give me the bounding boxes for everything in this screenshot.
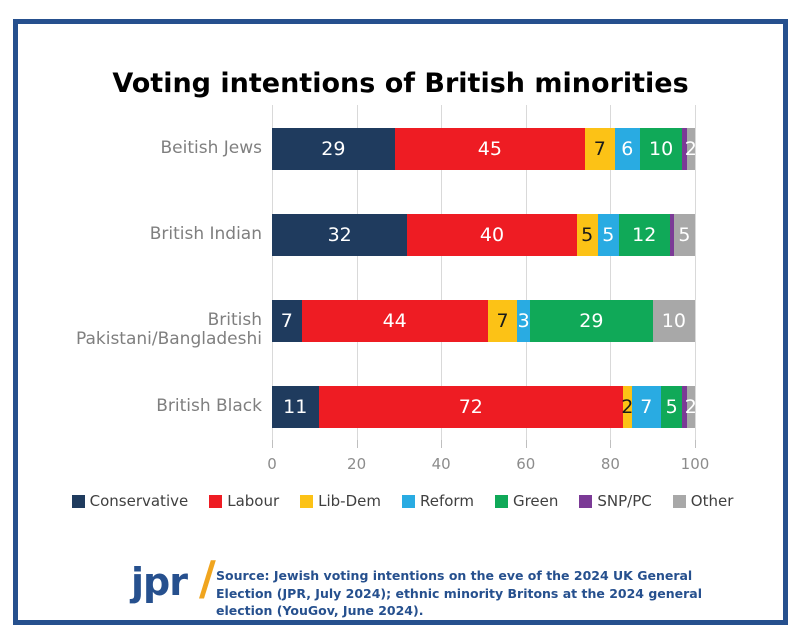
category-label: British Indian (149, 224, 262, 244)
legend-label: Reform (420, 492, 474, 510)
gridline (272, 105, 273, 448)
axis-tick (525, 440, 527, 448)
bar-value-label: 40 (479, 223, 505, 246)
x-axis-label: 80 (600, 455, 620, 473)
legend-swatch-icon (300, 494, 314, 508)
bar-segment: 7 (585, 128, 615, 170)
legend-item: Conservative (71, 492, 189, 510)
bar-value-label: 10 (661, 309, 686, 332)
legend-item: Other (672, 492, 734, 510)
bar-segment: 29 (272, 128, 395, 170)
bar-value-label: 11 (283, 395, 308, 418)
axis-tick (695, 440, 696, 448)
x-axis-label: 60 (516, 455, 536, 473)
bar-segment: 2 (684, 386, 697, 428)
gridline (441, 105, 443, 448)
bar-value-label: 5 (665, 395, 678, 418)
bar-segment: 5 (597, 214, 619, 256)
legend-item: Lib-Dem (300, 492, 381, 510)
bar-value-label: 3 (517, 309, 530, 332)
x-axis-label: 20 (347, 455, 367, 473)
x-axis-label: 100 (680, 455, 710, 473)
bar-value-label: 6 (621, 137, 634, 160)
bar-segment: 12 (618, 214, 670, 256)
bar-value-label: 5 (602, 223, 615, 246)
axis-tick (610, 440, 612, 448)
bar-segment (682, 386, 687, 428)
category-label: British Black (156, 396, 262, 416)
legend-swatch-icon (71, 494, 85, 508)
bar-value-label: 5 (581, 223, 594, 246)
bar-segment: 10 (652, 300, 695, 342)
x-axis-label: 40 (431, 455, 451, 473)
legend-label: SNP/PC (597, 492, 652, 510)
bar-segment: 45 (394, 128, 585, 170)
bar-value-label: 12 (632, 223, 657, 246)
legend-label: Green (512, 492, 559, 510)
bar-segment: 40 (407, 214, 577, 256)
legend-item: Labour (209, 492, 279, 510)
bar-segment: 5 (661, 386, 683, 428)
bar-segment (682, 128, 687, 170)
bar-segment: 7 (631, 386, 662, 428)
legend-swatch-icon (579, 494, 593, 508)
bar-segment: 7 (272, 300, 302, 342)
bar-value-label: 29 (579, 309, 604, 332)
axis-tick (441, 440, 443, 448)
category-label: British Pakistani/Bangladeshi (75, 310, 262, 349)
bar-segment: 5 (673, 214, 695, 256)
bar-segment: 29 (530, 300, 653, 342)
gridline (525, 105, 527, 448)
legend-item: Green (494, 492, 559, 510)
legend-item: SNP/PC (579, 492, 652, 510)
chart-title: Voting intentions of British minorities (112, 68, 689, 99)
source-note: Source: Jewish voting intentions on the … (216, 568, 703, 618)
bar-value-label: 72 (458, 395, 483, 418)
legend-swatch-icon (672, 494, 686, 508)
jpr-logo: jpr (131, 560, 188, 604)
bar-segment: 2 (621, 386, 634, 428)
legend-swatch-icon (209, 494, 223, 508)
bar-value-label: 29 (321, 137, 346, 160)
bar-segment: 2 (684, 128, 697, 170)
bar-segment: 10 (640, 128, 683, 170)
bar-value-label: 45 (477, 137, 502, 160)
bar-segment: 11 (272, 386, 319, 428)
bar-segment (669, 214, 674, 256)
gridline (610, 105, 612, 448)
bar-value-label: 10 (649, 137, 674, 160)
bar-value-label: 44 (382, 309, 407, 332)
bar-segment: 5 (576, 214, 598, 256)
bar-value-label: 7 (496, 309, 509, 332)
x-axis-label: 0 (267, 455, 277, 473)
bar-value-label: 7 (280, 309, 293, 332)
legend-label: Lib-Dem (318, 492, 381, 510)
legend-label: Labour (227, 492, 280, 510)
legend-swatch-icon (494, 494, 508, 508)
bar-value-label: 2 (684, 395, 697, 418)
bar-segment: 6 (614, 128, 640, 170)
gridline (695, 105, 696, 448)
bar-value-label: 2 (684, 137, 697, 160)
bar-segment: 32 (272, 214, 408, 256)
bar-segment: 7 (487, 300, 518, 342)
bar-segment: 72 (318, 386, 624, 428)
legend-swatch-icon (402, 494, 415, 508)
bar-value-label: 32 (327, 223, 352, 246)
gridline (356, 105, 358, 448)
legend-item: Reform (402, 492, 474, 510)
bar-value-label: 2 (621, 395, 634, 418)
axis-tick (272, 440, 273, 448)
bar-segment: 3 (517, 300, 531, 342)
category-label: Beitish Jews (160, 138, 262, 158)
legend-label: Other (690, 492, 734, 510)
bar-value-label: 5 (678, 223, 691, 246)
bar-value-label: 7 (593, 137, 606, 160)
jpr-logo-slash: / (199, 551, 216, 605)
axis-tick (356, 440, 358, 448)
legend-label: Conservative (89, 492, 189, 510)
chart-legend: Conservative Labour Lib-Dem Reform Green SNP/… (30, 492, 775, 510)
bar-value-label: 7 (640, 395, 653, 418)
bar-segment: 44 (301, 300, 488, 342)
